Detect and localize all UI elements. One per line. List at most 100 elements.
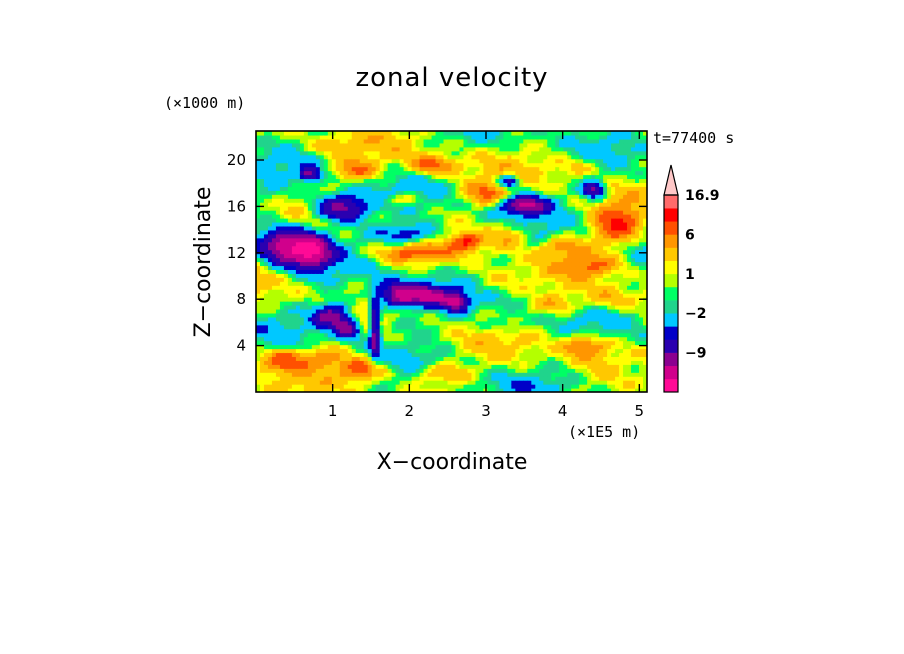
heatmap-cell (256, 281, 261, 286)
heatmap-cell (511, 273, 516, 278)
heatmap-cell (535, 388, 540, 392)
heatmap-cell (479, 178, 485, 183)
heatmap-cell (479, 312, 485, 318)
heatmap-cell (271, 166, 277, 172)
heatmap-cell (547, 249, 552, 255)
heatmap-cell (515, 380, 520, 385)
heatmap-cell (555, 316, 560, 322)
heatmap-cell (467, 166, 473, 172)
heatmap-cell (415, 174, 421, 180)
heatmap-cell (307, 170, 313, 176)
heatmap-cell (467, 138, 473, 144)
heatmap-cell (499, 218, 504, 223)
heatmap-cell (535, 158, 540, 164)
heatmap-cell (547, 182, 552, 187)
heatmap-cell (427, 257, 433, 263)
heatmap-cell (455, 269, 461, 274)
heatmap-cell (391, 344, 397, 350)
heatmap-cell (287, 352, 293, 357)
heatmap-cell (451, 138, 457, 144)
heatmap-cell (256, 225, 261, 231)
heatmap-cell (267, 186, 273, 191)
heatmap-cell (271, 289, 277, 294)
heatmap-cell (263, 202, 269, 207)
heatmap-cell (455, 210, 461, 215)
heatmap-cell (379, 166, 385, 172)
heatmap-cell (371, 261, 377, 267)
heatmap-cell (267, 372, 273, 377)
heatmap-cell (463, 249, 469, 255)
heatmap-cell (431, 198, 437, 203)
heatmap-cell (263, 241, 269, 247)
heatmap-cell (283, 380, 289, 385)
heatmap-cell (299, 289, 305, 294)
heatmap-cell (351, 277, 357, 282)
heatmap-cell (256, 257, 261, 263)
heatmap-cell (539, 170, 544, 176)
heatmap-cell (375, 388, 381, 392)
heatmap-cell (295, 225, 301, 231)
heatmap-cell (539, 257, 544, 263)
heatmap-cell (311, 297, 317, 302)
heatmap-cell (415, 269, 421, 274)
heatmap-cell (271, 194, 277, 199)
heatmap-cell (495, 368, 500, 373)
heatmap-cell (291, 368, 297, 373)
heatmap-cell (295, 202, 301, 207)
heatmap-cell (483, 352, 489, 357)
heatmap-cell (275, 249, 281, 255)
heatmap-cell (339, 182, 345, 187)
heatmap-cell (443, 158, 449, 164)
heatmap-cell (423, 332, 429, 338)
heatmap-cell (547, 380, 552, 385)
heatmap-cell (375, 332, 381, 338)
heatmap-cell (463, 372, 469, 377)
heatmap-cell (287, 336, 293, 342)
heatmap-cell (256, 380, 261, 385)
heatmap-cell (495, 384, 500, 389)
heatmap-cell (455, 273, 461, 278)
heatmap-cell (267, 198, 273, 203)
heatmap-cell (359, 285, 365, 290)
heatmap-cell (335, 388, 341, 392)
heatmap-cell (263, 344, 269, 350)
heatmap-cell (331, 289, 337, 294)
heatmap-cell (256, 150, 261, 156)
heatmap-cell (299, 285, 305, 290)
heatmap-cell (551, 376, 556, 381)
heatmap-cell (395, 336, 401, 342)
heatmap-cell (403, 178, 409, 183)
heatmap-cell (463, 316, 469, 322)
heatmap-cell (411, 348, 417, 354)
heatmap-cell (423, 372, 429, 377)
heatmap-cell (295, 340, 301, 346)
heatmap-cell (495, 154, 500, 160)
heatmap-cell (256, 368, 261, 373)
heatmap-cell (327, 316, 333, 322)
heatmap-cell (519, 308, 524, 314)
heatmap-cell (527, 190, 532, 195)
heatmap-cell (343, 221, 349, 227)
heatmap-cell (379, 344, 385, 350)
heatmap-cell (375, 170, 381, 176)
heatmap-cell (511, 237, 516, 243)
heatmap-cell (303, 158, 309, 164)
heatmap-cell (503, 305, 508, 310)
heatmap-cell (539, 265, 544, 270)
heatmap-cell (279, 305, 285, 310)
heatmap-cell (411, 261, 417, 267)
heatmap-cell (327, 312, 333, 318)
heatmap-cell (499, 332, 504, 338)
heatmap-cell (423, 202, 429, 207)
heatmap-cell (515, 194, 520, 199)
heatmap-cell (339, 384, 345, 389)
heatmap-cell (447, 289, 453, 294)
heatmap-cell (355, 233, 361, 239)
heatmap-cell (491, 131, 496, 136)
heatmap-cell (379, 218, 385, 223)
heatmap-cell (383, 210, 389, 215)
heatmap-cell (307, 348, 313, 354)
heatmap-cell (427, 237, 433, 243)
heatmap-cell (515, 388, 520, 392)
heatmap-cell (347, 301, 353, 306)
